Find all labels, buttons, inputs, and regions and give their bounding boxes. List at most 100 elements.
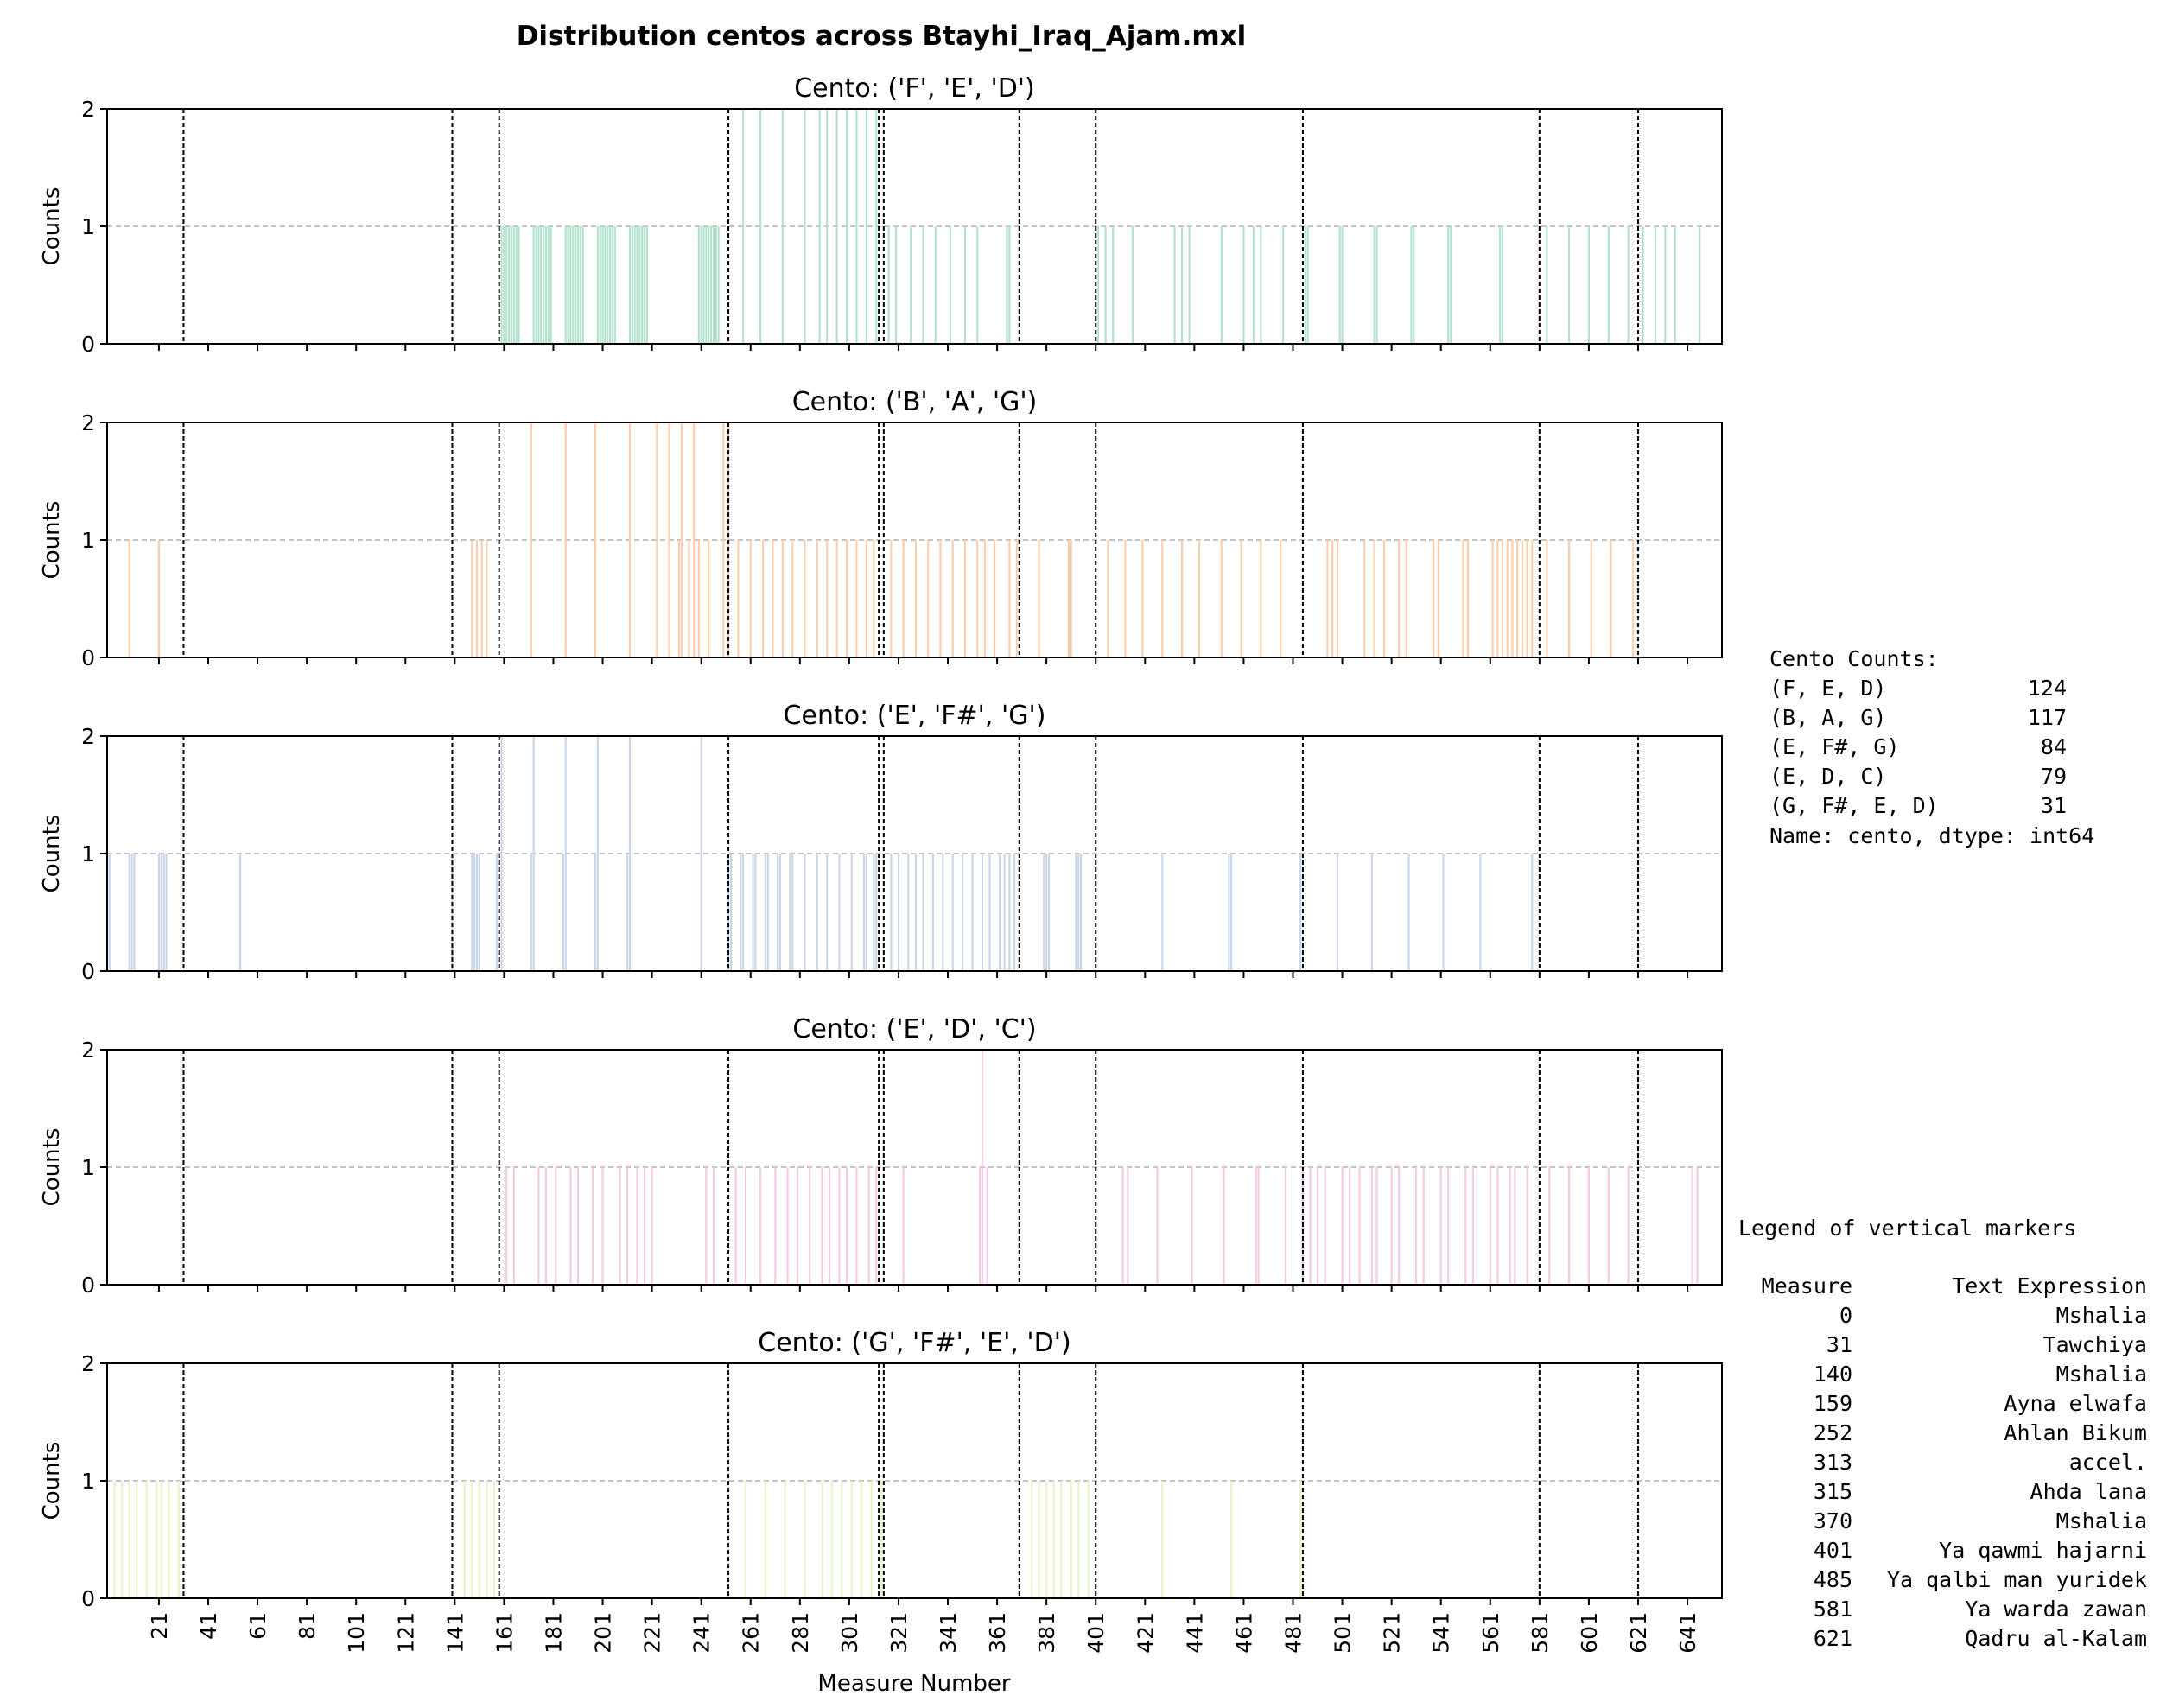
bar (845, 109, 848, 344)
bar (1383, 540, 1386, 657)
bar (1447, 226, 1450, 344)
bar (601, 226, 604, 344)
bar (1398, 540, 1401, 657)
x-tick-label: 601 (1577, 1612, 1602, 1654)
x-tick-label: 581 (1528, 1612, 1553, 1654)
bar (934, 226, 937, 344)
bar (1422, 1167, 1425, 1285)
bar (628, 736, 631, 971)
legend-row-text: Qadru al-Kalam (1965, 1626, 2147, 1651)
bar (830, 1481, 833, 1598)
bar (1442, 854, 1445, 971)
bar (761, 540, 765, 657)
bar (1230, 854, 1233, 971)
y-tick-label: 1 (81, 528, 95, 553)
bar (1336, 540, 1338, 657)
bar (157, 854, 160, 971)
bar (1587, 1167, 1590, 1285)
bar (826, 540, 829, 657)
counts-row-value: 31 (2041, 793, 2067, 818)
bar (508, 226, 511, 344)
bar (1674, 226, 1676, 344)
bar (599, 226, 601, 344)
bar (922, 854, 924, 971)
bar (1161, 854, 1164, 971)
bar (495, 854, 498, 971)
bar (1587, 226, 1590, 344)
bar (1349, 1167, 1351, 1285)
bar (949, 226, 951, 344)
bar (1008, 540, 1011, 657)
bar (1112, 226, 1115, 344)
legend-row-measure: 485 (1814, 1567, 1852, 1592)
bar (809, 1167, 811, 1285)
subplot-1: Cento: ('F', 'E', 'D') 0 1 2 Counts (39, 73, 1723, 357)
bar (500, 226, 503, 344)
bar (1299, 854, 1302, 971)
bar (1127, 1167, 1129, 1285)
bar (473, 854, 476, 971)
x-tick-label: 61 (245, 1612, 270, 1640)
bar (1188, 226, 1191, 344)
bar (712, 1167, 715, 1285)
bar (873, 540, 875, 657)
markers-legend: Legend of vertical markers Measure Text … (1738, 1216, 2147, 1651)
bar (121, 1481, 124, 1598)
bar (1075, 854, 1077, 971)
bar (1398, 1167, 1401, 1285)
bar (897, 854, 900, 971)
bar (740, 854, 742, 971)
bar (510, 226, 513, 344)
bar (1501, 540, 1504, 657)
bar (772, 540, 774, 657)
bar (804, 854, 806, 971)
bar (594, 422, 597, 657)
bar (1181, 226, 1184, 344)
legend-row-measure: 159 (1814, 1391, 1852, 1416)
bar (1516, 540, 1519, 657)
bar (1373, 540, 1375, 657)
bar (902, 1167, 905, 1285)
bar (1006, 226, 1008, 344)
bar (1471, 1167, 1474, 1285)
bar (1407, 854, 1410, 971)
bar (1228, 854, 1230, 971)
bar (1043, 854, 1045, 971)
bar (705, 226, 708, 344)
bar (1070, 540, 1072, 657)
bar (475, 854, 479, 971)
bar (702, 226, 705, 344)
bar (845, 540, 848, 657)
bar (983, 540, 986, 657)
bar (873, 854, 875, 971)
legend-row-measure: 401 (1814, 1538, 1852, 1563)
bar (1038, 540, 1040, 657)
bar (981, 1050, 984, 1285)
bar (759, 109, 762, 344)
bar (626, 1167, 629, 1285)
bar (1568, 540, 1571, 657)
bar (596, 226, 599, 344)
bar (1462, 540, 1464, 657)
bar (1627, 1167, 1630, 1285)
bar (789, 854, 791, 971)
bar (651, 1167, 653, 1285)
counts-row-name: (E, F#, G) (1769, 734, 1900, 759)
legend-row-text: Tawchiya (2043, 1332, 2147, 1357)
bar (643, 226, 646, 344)
counts-row-name: (B, A, G) (1769, 705, 1886, 730)
bar (1415, 1167, 1418, 1285)
x-tick-label: 401 (1083, 1612, 1109, 1654)
bar (729, 854, 732, 971)
bar (544, 1167, 547, 1285)
bar (518, 226, 520, 344)
bar (1003, 854, 1006, 971)
x-tick-label: 21 (147, 1612, 172, 1640)
bar (979, 1167, 982, 1285)
bar (774, 1167, 777, 1285)
bar (1531, 540, 1534, 657)
bar (641, 226, 644, 344)
bar (1496, 540, 1499, 657)
bar (475, 540, 479, 657)
bar (564, 226, 567, 344)
